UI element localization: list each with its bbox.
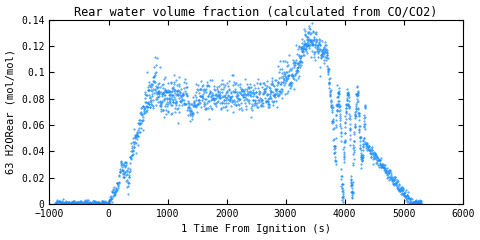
Y-axis label: 63 H2ORear (mol/mol): 63 H2ORear (mol/mol) [6,49,15,174]
X-axis label: 1 Time From Ignition (s): 1 Time From Ignition (s) [181,224,331,234]
Title: Rear water volume fraction (calculated from CO/CO2): Rear water volume fraction (calculated f… [74,6,438,18]
